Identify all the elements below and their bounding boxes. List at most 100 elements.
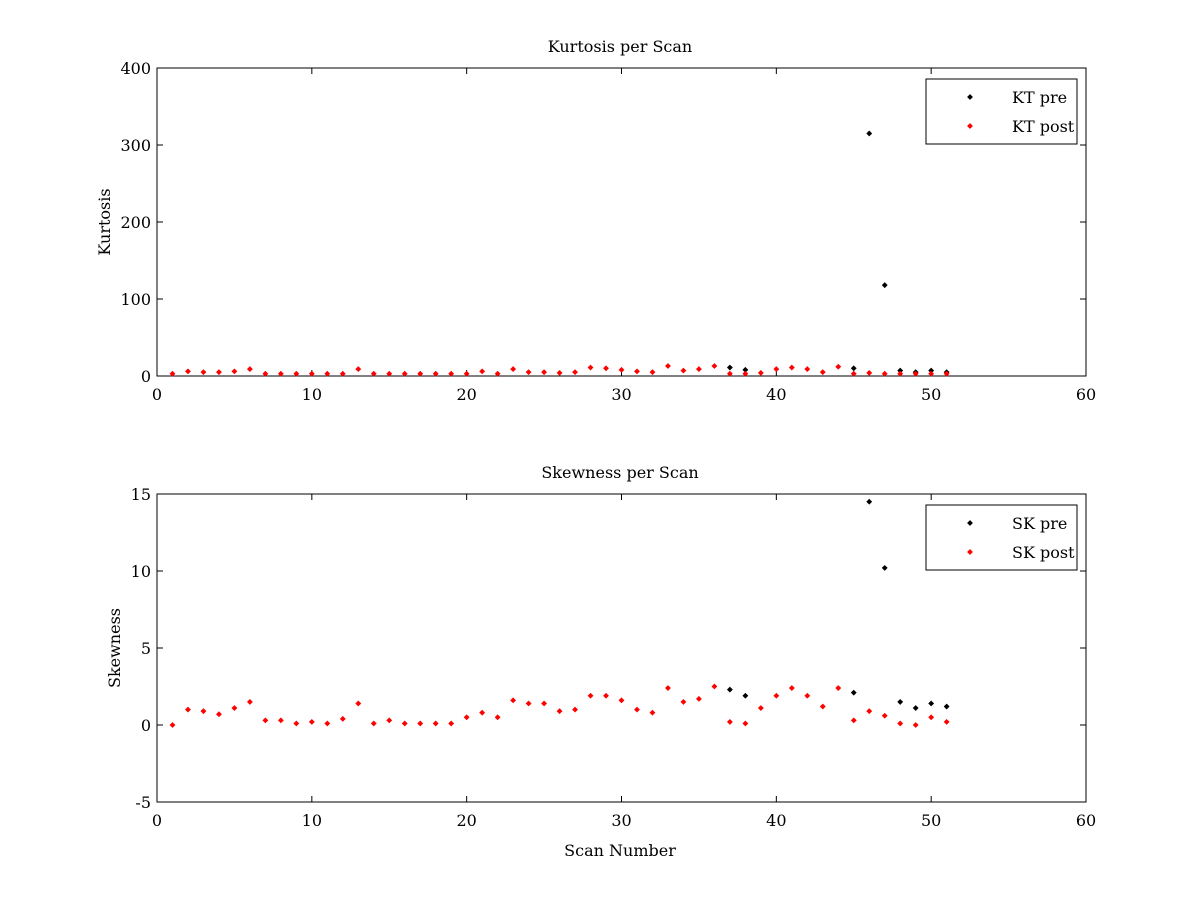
skewness-post-point [928,714,935,721]
skewness-x-tick-label: 0 [152,811,162,830]
kurtosis-post-point [788,364,795,371]
skewness-post-point [572,706,578,713]
kurtosis-x-tick-label: 30 [611,385,631,404]
kurtosis-post-point [494,370,501,377]
kurtosis-post-point [216,369,222,376]
skewness-post-point [417,720,424,727]
skewness-y-tick-label: 0 [141,716,151,735]
kurtosis-post-point [324,370,331,377]
kurtosis-pre-point [866,130,873,137]
skewness-post-point [556,708,563,715]
skewness-pre-point [897,698,904,705]
kurtosis-legend-label-pre: KT pre [1012,88,1067,107]
kurtosis-post-point [556,369,563,376]
skewness-y-axis-label: Skewness [105,608,124,688]
skewness-pre-point [742,692,749,699]
kurtosis-post-point [928,370,935,377]
kurtosis-post-point [695,366,702,372]
skewness-y-tick-label: 15 [131,485,151,504]
skewness-post-point [386,717,393,724]
kurtosis-x-tick-label: 40 [766,385,786,404]
skewness-post-point [262,717,269,724]
skewness-post-point [881,712,888,719]
skewness-x-tick-label: 30 [611,811,631,830]
skewness-pre-point [866,498,873,505]
kurtosis-post-point [541,369,548,376]
kurtosis-pre-point [726,364,733,371]
kurtosis-post-point [618,366,625,373]
kurtosis-post-point [308,370,315,377]
kurtosis-legend [925,78,1078,145]
skewness-x-tick-label: 40 [766,811,786,830]
kurtosis-post-point [510,366,517,372]
skewness-x-tick-label: 60 [1076,811,1096,830]
kurtosis-post-point [185,368,191,375]
kurtosis-y-tick-label: 100 [120,290,151,309]
kurtosis-post-point [587,364,594,371]
kurtosis-post-point [773,366,780,372]
skewness-pre-point [928,700,935,707]
skewness-post-point [711,683,718,690]
skewness-post-point [603,692,609,699]
kurtosis-y-tick-label: 300 [120,136,151,155]
skewness-post-point [835,685,842,691]
kurtosis-x-tick-label: 20 [456,385,476,404]
skewness-y-tick-label: 10 [131,562,151,581]
kurtosis-post-point [169,370,176,377]
skewness-x-tick-label: 20 [456,811,476,830]
kurtosis-post-point [370,370,377,377]
skewness-chart-title: Skewness per Scan [541,463,698,482]
kurtosis-post-point [277,370,284,377]
kurtosis-x-tick-label: 50 [921,385,941,404]
kurtosis-legend-marker-post [967,123,973,129]
skewness-pre-point [850,689,857,696]
kurtosis-y-tick-label: 200 [120,213,151,232]
kurtosis-x-tick-label: 10 [302,385,322,404]
skewness-x-tick-label: 50 [921,811,941,830]
skewness-pre-point [943,703,950,710]
skewness-post-point [494,714,501,721]
skewness-post-point [757,705,764,711]
kurtosis-post-point [835,363,842,370]
skewness-legend-label-post: SK post [1012,543,1075,562]
kurtosis-post-point [355,366,362,372]
skewness-post-point [463,714,470,721]
skewness-legend-marker-pre [967,520,973,526]
skewness-post-point [788,685,795,691]
skewness-y-tick-label: 5 [141,639,151,658]
kurtosis-y-tick-label: 400 [120,59,151,78]
skewness-post-point [819,703,826,710]
kurtosis-legend-marker-pre [967,94,973,100]
kurtosis-y-axis-label: Kurtosis [95,188,114,255]
kurtosis-chart-title: Kurtosis per Scan [548,37,692,56]
skewness-post-point [943,718,950,725]
kurtosis-post-point [665,363,671,369]
skewness-x-axis-label: Scan Number [564,841,676,860]
skewness-pre-point [881,564,888,571]
kurtosis-x-tick-label: 0 [152,385,162,404]
kurtosis-post-point [711,363,718,369]
skewness-post-point [525,700,532,707]
kurtosis-post-point [572,369,578,376]
kurtosis-post-point [386,370,393,377]
skewness-post-point [169,722,176,728]
skewness-pre-point [912,705,919,711]
skewness-post-point [401,720,408,727]
skewness-post-point [742,720,749,727]
kurtosis-pre-point [881,282,888,289]
skewness-y-tick-label: -5 [135,793,151,812]
kurtosis-post-point [246,366,253,372]
kurtosis-post-point [479,368,486,375]
skewness-post-point [695,695,702,702]
kurtosis-post-point [417,370,424,377]
kurtosis-post-point [262,370,269,377]
kurtosis-x-tick-label: 60 [1076,385,1096,404]
kurtosis-y-tick-label: 0 [141,367,151,386]
kurtosis-post-point [649,369,656,376]
kurtosis-post-point [943,370,950,377]
skewness-x-tick-label: 10 [302,811,322,830]
kurtosis-post-point [680,367,687,374]
skewness-post-point [897,720,904,727]
kurtosis-pre-point [850,365,857,372]
